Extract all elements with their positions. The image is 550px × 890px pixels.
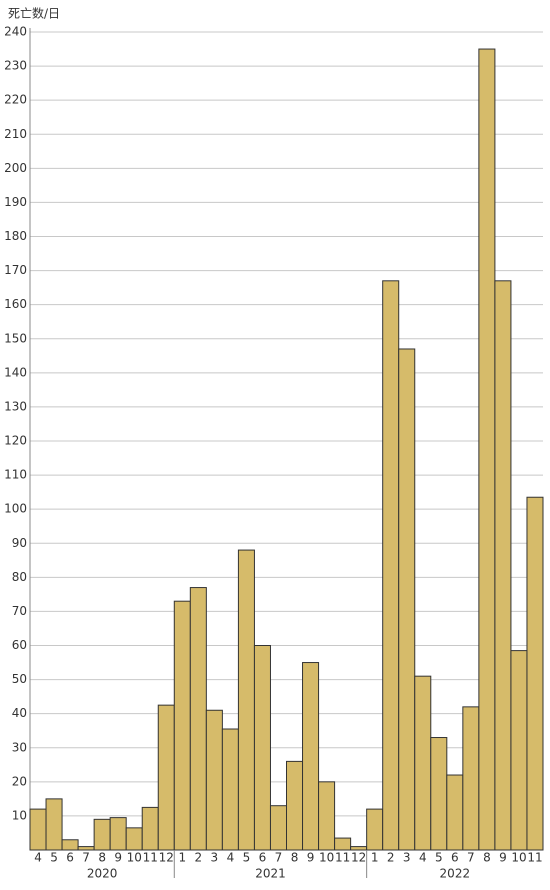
x-tick-label: 5 [243,851,251,865]
x-tick-label: 2 [387,851,395,865]
x-tick-label: 7 [467,851,475,865]
x-tick-label: 5 [50,851,58,865]
x-tick-label: 9 [114,851,122,865]
x-tick-label: 8 [483,851,491,865]
year-label: 2020 [87,867,118,881]
bar [350,846,368,851]
bar [269,805,287,851]
x-tick-label: 6 [259,851,267,865]
y-tick-label: 80 [12,570,27,584]
x-tick-label: 7 [275,851,283,865]
bar [446,774,464,851]
bar [462,706,480,851]
y-tick-label: 10 [12,808,27,822]
y-tick-label: 130 [4,399,27,413]
bar [77,846,95,851]
bar [414,675,432,851]
bar [253,645,271,851]
y-tick-label: 120 [4,434,27,448]
x-tick-label: 11 [143,851,158,865]
x-tick-label: 12 [351,851,366,865]
y-tick-label: 50 [12,672,27,686]
x-tick-label: 3 [211,851,219,865]
bar [29,808,47,851]
bar [334,837,352,851]
y-tick-label: 140 [4,365,27,379]
y-tick-label: 210 [4,127,27,141]
y-tick-label: 110 [4,468,27,482]
bar [494,280,512,851]
x-tick-label: 1 [371,851,379,865]
x-tick-label: 12 [159,851,174,865]
bar [286,760,304,851]
bar [221,728,239,851]
y-tick-label: 170 [4,263,27,277]
x-tick-label: 8 [98,851,106,865]
x-tick-label: 1 [178,851,186,865]
x-tick-label: 2 [195,851,203,865]
year-label: 2022 [440,867,471,881]
y-tick-label: 90 [12,536,27,550]
bar [45,798,63,851]
y-tick-label: 30 [12,740,27,754]
x-tick-label: 4 [34,851,42,865]
y-tick-label: 150 [4,331,27,345]
bar [157,704,175,851]
y-tick-label: 200 [4,161,27,175]
y-tick-label: 60 [12,638,27,652]
x-tick-label: 3 [403,851,411,865]
bar [398,348,416,851]
x-tick-label: 7 [82,851,90,865]
y-tick-label: 240 [4,25,27,39]
y-axis-title: 死亡数/日 [8,6,60,21]
bar [141,806,159,851]
bar [237,549,255,851]
year-label: 2021 [255,867,286,881]
x-tick-label: 10 [511,851,526,865]
y-tick-label: 190 [4,195,27,209]
bar [109,817,127,851]
bar [510,650,528,851]
y-tick-label: 160 [4,297,27,311]
x-tick-label: 8 [291,851,299,865]
x-tick-label: 11 [527,851,542,865]
bar [526,496,544,851]
bar [173,600,191,851]
x-tick-label: 9 [307,851,315,865]
x-tick-label: 11 [335,851,350,865]
y-tick-label: 40 [12,706,27,720]
y-tick-label: 230 [4,59,27,73]
x-tick-label: 10 [127,851,142,865]
bar [478,48,496,851]
x-tick-label: 6 [451,851,459,865]
x-tick-label: 9 [499,851,507,865]
x-tick-label: 10 [319,851,334,865]
y-tick-label: 20 [12,774,27,788]
bar [93,818,111,851]
x-tick-label: 4 [419,851,427,865]
x-tick-label: 6 [66,851,74,865]
bar [302,662,320,851]
bar [125,827,143,851]
bar [189,587,207,851]
bar [318,781,336,851]
bar [205,709,223,851]
y-tick-label: 70 [12,604,27,618]
y-tick-label: 180 [4,229,27,243]
x-tick-label: 5 [435,851,443,865]
x-tick-label: 4 [227,851,235,865]
bar [382,280,400,851]
y-tick-label: 220 [4,93,27,107]
y-tick-label: 100 [4,502,27,516]
bar [61,839,79,851]
bar [430,737,448,851]
bar [366,808,384,851]
